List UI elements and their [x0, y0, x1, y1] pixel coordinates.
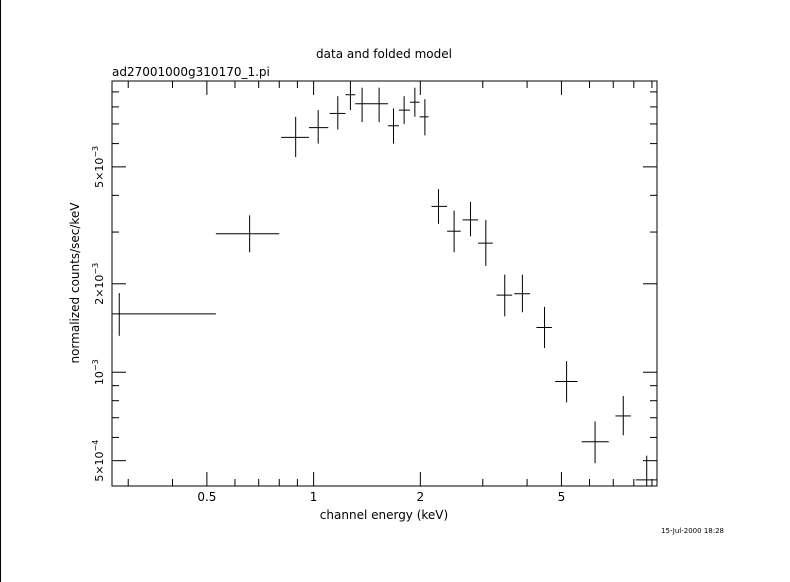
svg-text:10−3: 10−3 [91, 359, 106, 385]
data-point-2 [215, 215, 280, 253]
data-point-1 [112, 293, 216, 336]
y-tick-labels: 5×10−4 10−3 2×10−3 5×10−3 [91, 146, 106, 482]
svg-text:5×10−4: 5×10−4 [91, 440, 106, 482]
x-tick-label: 0.5 [197, 490, 216, 504]
data-point-5 [329, 96, 346, 130]
data-point-16 [478, 219, 493, 266]
x-axis-label: channel energy (keV) [320, 508, 448, 522]
x-tick-label: 2 [417, 490, 425, 504]
x-tick-label: 5 [558, 490, 566, 504]
y-tick-label: 2×10−3 [91, 263, 106, 305]
svg-text:5×10−3: 5×10−3 [91, 146, 106, 188]
data-point-10 [398, 96, 410, 124]
data-point-6 [345, 81, 356, 111]
chart-title: data and folded model [316, 47, 452, 61]
data-point-9 [387, 108, 399, 144]
svg-text:2×10−3: 2×10−3 [91, 263, 106, 305]
timestamp: 15-Jul-2000 18:28 [661, 527, 724, 535]
plot-frame [111, 80, 658, 487]
data-point-19 [536, 306, 552, 348]
data-point-15 [462, 201, 479, 237]
axis-ticks [112, 81, 657, 486]
data-point-22 [615, 396, 631, 436]
y-tick-label: 5×10−3 [91, 146, 106, 188]
data-point-7 [355, 87, 371, 123]
data-points [112, 81, 657, 486]
window-left-border [0, 0, 1, 582]
data-point-8 [370, 87, 388, 123]
data-point-13 [431, 189, 448, 224]
data-point-20 [555, 361, 578, 403]
data-point-12 [419, 99, 429, 136]
data-point-17 [496, 274, 513, 317]
data-point-3 [281, 116, 309, 158]
chart-subtitle: ad27001000g310170_1.pi [112, 65, 270, 79]
x-tick-label: 1 [310, 490, 318, 504]
x-tick-labels: 0.5 1 2 5 [197, 490, 565, 504]
data-point-4 [308, 110, 329, 144]
data-point-18 [514, 274, 531, 313]
data-point-21 [581, 421, 609, 464]
data-point-14 [447, 210, 461, 253]
y-axis-label: normalized counts/sec/keV [68, 202, 82, 364]
y-tick-label: 5×10−4 [91, 440, 106, 482]
data-point-23 [635, 455, 657, 486]
y-tick-label: 10−3 [91, 359, 106, 385]
data-point-11 [409, 87, 420, 117]
